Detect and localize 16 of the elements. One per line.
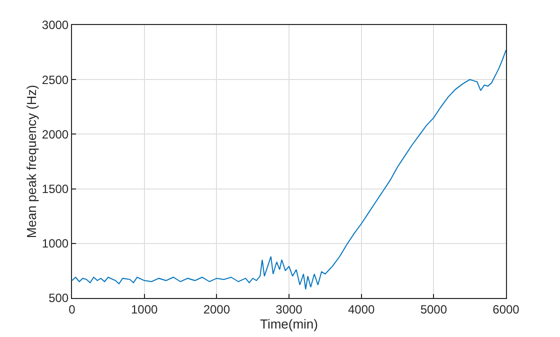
x-tick-label: 1000 (130, 302, 158, 316)
x-tick-label: 6000 (492, 302, 520, 316)
y-tick-label: 2000 (42, 127, 69, 142)
y-axis-title: Mean peak frequency (Hz) (24, 84, 39, 238)
x-tick-label: 3000 (276, 302, 303, 316)
y-tick-label: 1000 (42, 236, 69, 251)
y-tick-label: 2500 (42, 72, 69, 87)
x-tick-label: 0 (68, 302, 76, 316)
line-series (72, 50, 506, 290)
x-tick-label: 5000 (420, 302, 448, 316)
x-tick-label: 2000 (203, 302, 230, 316)
y-tick-label: 500 (48, 291, 69, 306)
y-tick-label: 1500 (42, 182, 69, 196)
x-axis-title: Time(min) (260, 316, 318, 332)
x-tick-label: 4000 (348, 302, 375, 316)
y-tick-label: 3000 (42, 18, 69, 32)
